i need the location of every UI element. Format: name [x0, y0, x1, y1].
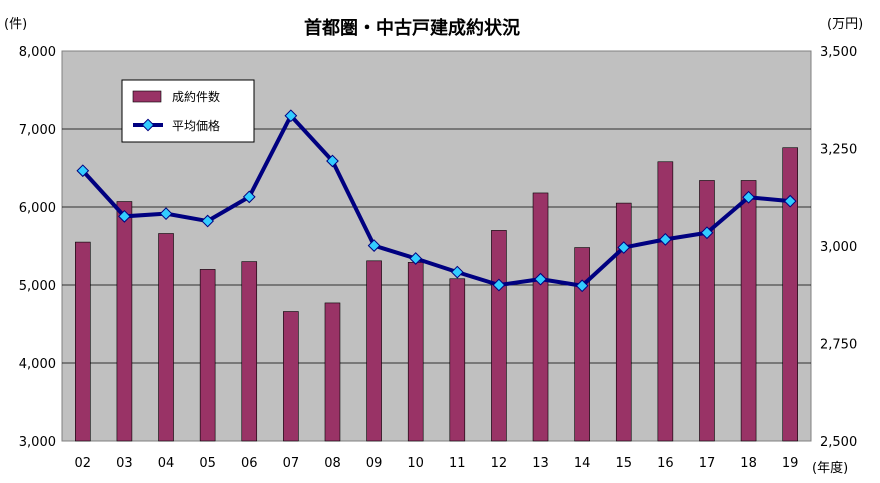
bar [407, 262, 424, 442]
price-line [81, 113, 791, 288]
price-marker [118, 209, 131, 223]
bar [75, 241, 91, 442]
x-tick-label: 04 [158, 456, 175, 471]
left-tick-label: 5,000 [19, 279, 56, 294]
x-tick-label: 17 [699, 456, 716, 471]
grid-lines [62, 128, 811, 364]
x-tick-label: 15 [615, 456, 632, 471]
x-tick-label: 05 [199, 456, 216, 471]
legend-box [121, 79, 255, 143]
bar [366, 260, 382, 442]
right-tick-label: 3,000 [820, 240, 857, 255]
right-tick-label: 3,250 [820, 143, 857, 158]
bar [199, 269, 216, 442]
bar [657, 161, 674, 442]
x-tick-label: 09 [366, 456, 383, 471]
x-tick-label: 10 [407, 456, 424, 471]
bar [324, 302, 341, 442]
price-marker [284, 109, 298, 123]
left-axis-unit: (件) [4, 17, 27, 32]
right-axis-ticks: 2,500 2,750 3,000 3,250 3,500 [820, 45, 857, 450]
bar [283, 311, 299, 442]
x-tick-label: 08 [324, 456, 341, 471]
x-tick-label: 06 [241, 456, 258, 471]
line-series [76, 109, 797, 293]
left-tick-label: 7,000 [19, 123, 56, 138]
price-marker [700, 226, 714, 240]
x-tick-label: 19 [782, 456, 799, 471]
price-marker [409, 252, 423, 265]
price-marker [742, 190, 755, 204]
x-tick-label: 07 [283, 456, 300, 471]
price-marker [201, 214, 215, 228]
left-tick-label: 6,000 [19, 201, 56, 216]
legend-line-label: 平均価格 [172, 118, 220, 133]
price-marker [76, 164, 90, 178]
bar [782, 147, 798, 442]
legend-line-marker [141, 118, 155, 132]
right-tick-label: 3,500 [820, 45, 857, 60]
x-tick-label: 11 [449, 456, 466, 471]
x-tick-label: 18 [740, 456, 757, 471]
price-marker [783, 194, 797, 208]
x-axis-unit: (年度) [812, 460, 848, 476]
price-marker [658, 233, 672, 246]
price-marker [242, 190, 256, 204]
price-marker [617, 241, 631, 254]
x-tick-label: 12 [491, 456, 508, 471]
price-marker [575, 279, 589, 293]
bar [574, 247, 590, 442]
x-axis-ticks: 02 03 04 05 06 07 08 09 10 11 12 13 14 15 16 17 18 19 [75, 456, 799, 471]
left-tick-label: 8,000 [19, 45, 56, 60]
price-marker [450, 265, 464, 279]
bar [699, 180, 715, 442]
price-marker [326, 154, 339, 168]
legend-bar-swatch [132, 90, 162, 103]
bar [740, 180, 757, 442]
x-tick-label: 16 [657, 456, 674, 471]
bar [116, 201, 133, 442]
x-tick-label: 02 [75, 456, 92, 471]
bar [241, 261, 258, 442]
legend-bar-label: 成約件数 [172, 89, 220, 104]
price-marker [534, 272, 547, 286]
left-tick-label: 4,000 [19, 357, 56, 372]
x-tick-label: 13 [532, 456, 549, 471]
legend: 成約件数 平均価格 [121, 79, 255, 143]
price-marker [367, 239, 381, 252]
bar [158, 233, 174, 442]
right-tick-label: 2,500 [820, 435, 857, 450]
x-tick-label: 14 [574, 456, 591, 471]
right-tick-label: 2,750 [820, 338, 857, 353]
bar [615, 202, 632, 442]
bar [532, 192, 549, 442]
bar [449, 278, 466, 442]
chart-title: 首都圏・中古戸建成約状況 [304, 17, 520, 39]
left-tick-label: 3,000 [19, 435, 56, 450]
price-marker [159, 207, 173, 220]
price-marker [492, 278, 506, 292]
left-axis-ticks: 3,000 4,000 5,000 6,000 7,000 8,000 [19, 45, 56, 450]
right-axis-unit: (万円) [827, 17, 863, 32]
x-tick-label: 03 [116, 456, 133, 471]
bar [491, 230, 507, 442]
